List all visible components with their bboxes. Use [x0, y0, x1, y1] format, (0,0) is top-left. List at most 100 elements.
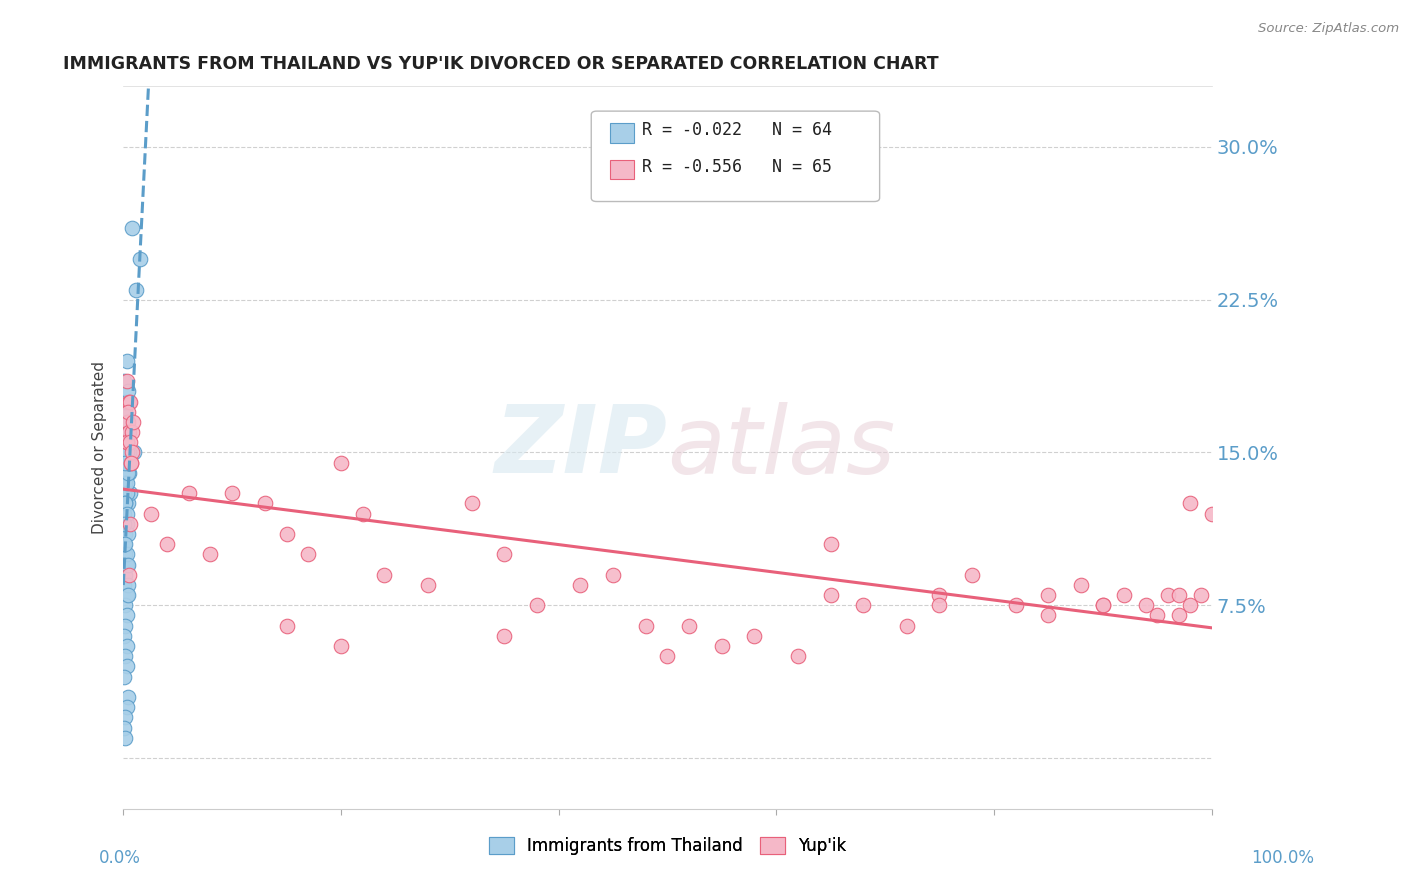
- Y-axis label: Divorced or Separated: Divorced or Separated: [93, 361, 107, 534]
- Point: [852, 599, 875, 613]
- Point: [820, 588, 842, 602]
- Point: [121, 445, 143, 459]
- Point: [1167, 608, 1189, 623]
- Point: [1146, 608, 1168, 623]
- Point: [118, 394, 141, 409]
- Point: [117, 558, 139, 572]
- Point: [115, 374, 138, 388]
- Point: [114, 710, 136, 724]
- Point: [602, 567, 624, 582]
- Point: [221, 486, 243, 500]
- Point: [117, 588, 139, 602]
- Point: [114, 496, 136, 510]
- Point: [276, 527, 298, 541]
- Point: [139, 507, 162, 521]
- Bar: [610, 160, 634, 179]
- Point: [276, 618, 298, 632]
- Text: 100.0%: 100.0%: [1251, 849, 1315, 867]
- Point: [118, 567, 141, 582]
- Point: [1178, 496, 1201, 510]
- Point: [820, 537, 842, 551]
- Point: [117, 415, 139, 429]
- Point: [114, 649, 136, 664]
- Point: [928, 588, 950, 602]
- Point: [114, 567, 136, 582]
- Text: IMMIGRANTS FROM THAILAND VS YUP'IK DIVORCED OR SEPARATED CORRELATION CHART: IMMIGRANTS FROM THAILAND VS YUP'IK DIVOR…: [63, 55, 939, 73]
- Point: [117, 466, 139, 480]
- Point: [678, 618, 700, 632]
- Point: [1004, 599, 1026, 613]
- Point: [156, 537, 179, 551]
- Point: [115, 476, 138, 491]
- Point: [494, 547, 516, 561]
- Text: Source: ZipAtlas.com: Source: ZipAtlas.com: [1258, 22, 1399, 36]
- Point: [112, 374, 135, 388]
- Point: [114, 527, 136, 541]
- Point: [117, 405, 139, 419]
- Point: [634, 618, 657, 632]
- Point: [177, 486, 200, 500]
- Point: [117, 527, 139, 541]
- Point: [112, 476, 135, 491]
- Point: [115, 659, 138, 673]
- Point: [114, 599, 136, 613]
- Point: [117, 690, 139, 704]
- Point: [1189, 588, 1212, 602]
- Point: [112, 721, 135, 735]
- Point: [115, 435, 138, 450]
- Point: [253, 496, 276, 510]
- Point: [1135, 599, 1157, 613]
- Point: [1178, 599, 1201, 613]
- Point: [1091, 599, 1114, 613]
- Point: [114, 476, 136, 491]
- Point: [1157, 588, 1180, 602]
- Point: [120, 456, 142, 470]
- Point: [1070, 578, 1092, 592]
- Point: [115, 456, 138, 470]
- Point: [114, 456, 136, 470]
- Point: [115, 608, 138, 623]
- Point: [710, 639, 733, 653]
- Point: [1167, 588, 1189, 602]
- Point: [1201, 507, 1223, 521]
- Point: [117, 578, 139, 592]
- Point: [115, 547, 138, 561]
- Point: [122, 445, 145, 459]
- Point: [1091, 599, 1114, 613]
- Bar: [610, 123, 634, 143]
- Point: [118, 394, 141, 409]
- Point: [114, 547, 136, 561]
- Point: [329, 639, 352, 653]
- Point: [115, 354, 138, 368]
- Point: [128, 252, 150, 266]
- Point: [115, 435, 138, 450]
- Point: [494, 629, 516, 643]
- Point: [112, 516, 135, 531]
- Point: [115, 415, 138, 429]
- Point: [200, 547, 222, 561]
- Point: [115, 445, 138, 459]
- Point: [112, 670, 135, 684]
- Point: [114, 496, 136, 510]
- Point: [114, 731, 136, 745]
- Point: [1038, 608, 1060, 623]
- Text: R = -0.022   N = 64: R = -0.022 N = 64: [643, 121, 832, 139]
- Point: [117, 456, 139, 470]
- Point: [657, 649, 679, 664]
- Text: atlas: atlas: [668, 402, 896, 493]
- Point: [112, 537, 135, 551]
- Point: [117, 496, 139, 510]
- FancyBboxPatch shape: [592, 112, 880, 202]
- Text: ZIP: ZIP: [495, 401, 668, 493]
- Point: [460, 496, 482, 510]
- Point: [115, 507, 138, 521]
- Point: [115, 486, 138, 500]
- Point: [928, 599, 950, 613]
- Point: [115, 516, 138, 531]
- Point: [121, 221, 143, 235]
- Point: [118, 486, 141, 500]
- Point: [744, 629, 766, 643]
- Point: [112, 435, 135, 450]
- Point: [118, 435, 141, 450]
- Point: [118, 445, 141, 459]
